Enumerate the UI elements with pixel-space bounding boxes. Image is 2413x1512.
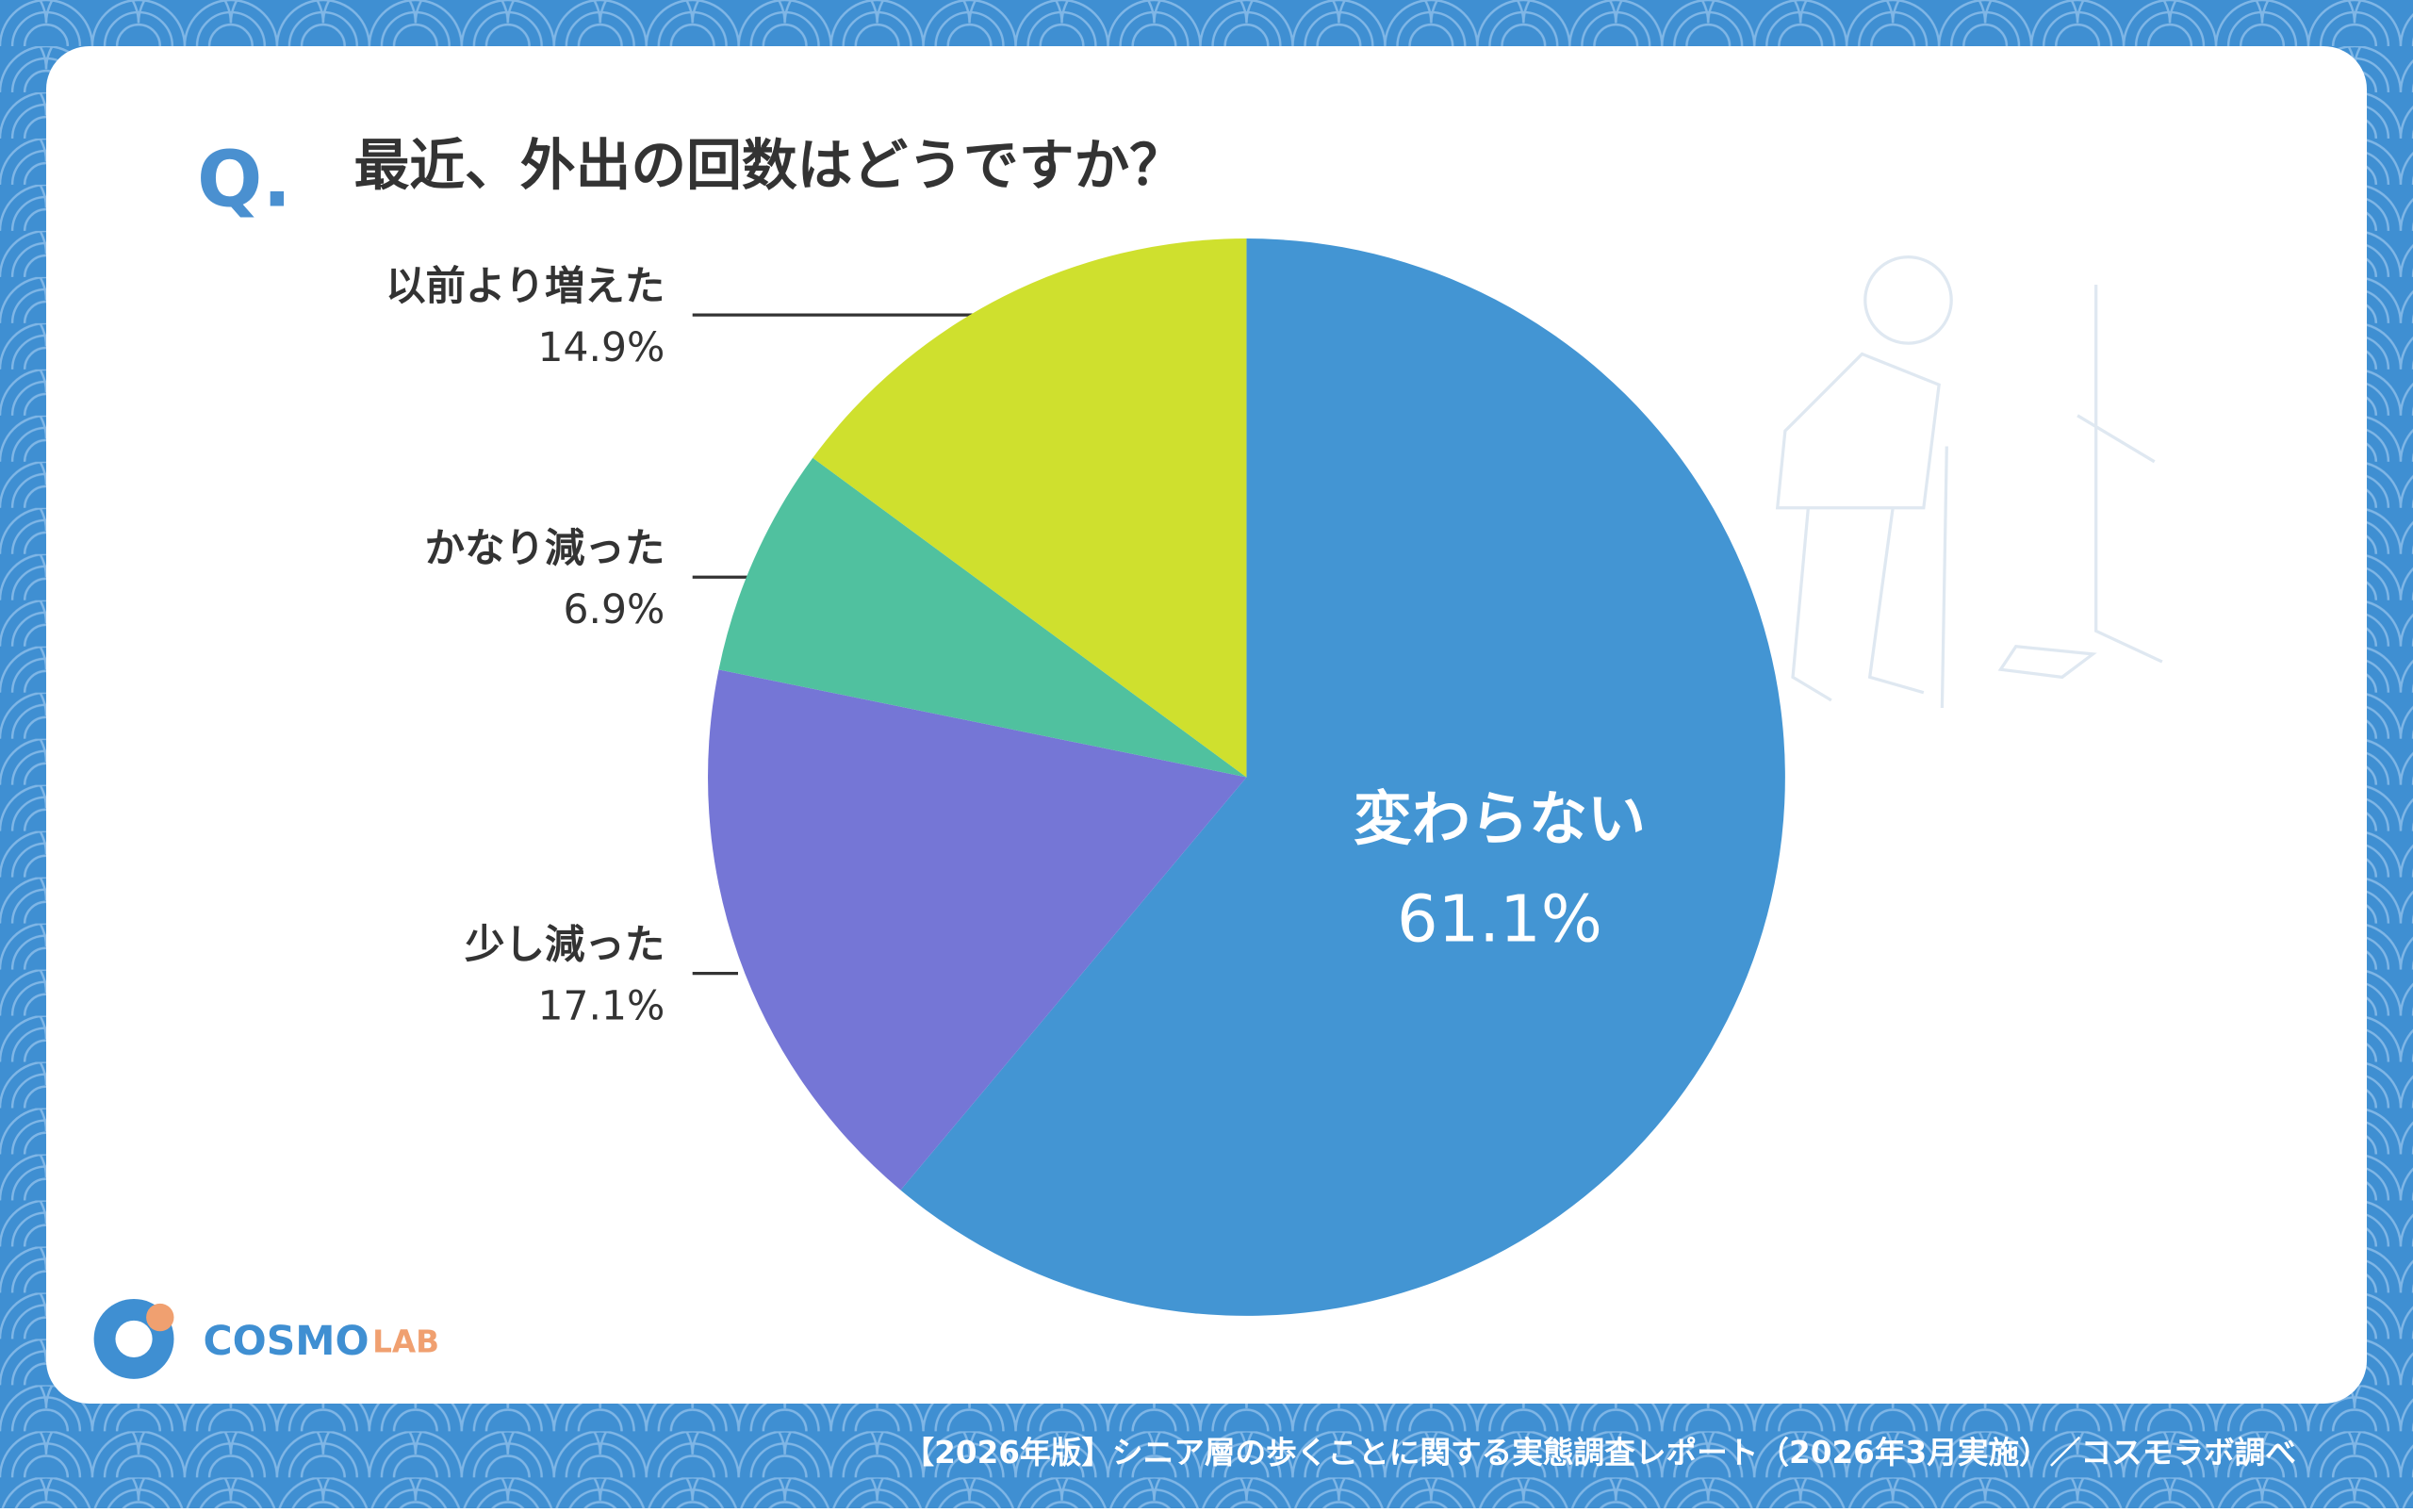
value-label: 61.1% <box>1397 881 1602 957</box>
value-label: 14.9% <box>537 325 665 371</box>
pie-slice <box>900 238 1785 1316</box>
leader-lines <box>692 313 1004 976</box>
chart-title: 最近、外出の回数はどうですか？ <box>354 133 1185 198</box>
slices <box>708 238 1785 1316</box>
illustration <box>1775 255 2163 709</box>
logo-icon-hole <box>115 1320 153 1357</box>
pie-slice <box>718 457 1247 778</box>
slice-label: かなり減った <box>425 526 665 572</box>
pie-slice <box>708 669 1247 1191</box>
value-label: 6.9% <box>563 587 665 633</box>
slice-label: 以前より増えた <box>386 264 665 310</box>
logo-sub: LAB <box>372 1323 439 1359</box>
logo-main: COSMO <box>204 1319 369 1365</box>
slice-label: 変わらない <box>1354 784 1646 853</box>
footer: 【2026年版】シニア層の歩くことに関する実態調査レポート（2026年3月実施）… <box>904 1435 2296 1471</box>
value-label: 17.1% <box>537 984 665 1030</box>
pie: 変わらない 61.1% 少し減った 17.1% かなり減った 6.9% 以前より増えた 14.… <box>386 238 1785 1316</box>
slice-label: 少し減った <box>465 922 665 968</box>
logo-dot <box>146 1303 174 1332</box>
pie-slice <box>813 238 1247 778</box>
labels: 変わらない 61.1% 少し減った 17.1% かなり減った 6.9% 以前より増えた 14.… <box>386 264 1646 1030</box>
question-mark: Q. <box>197 135 291 224</box>
